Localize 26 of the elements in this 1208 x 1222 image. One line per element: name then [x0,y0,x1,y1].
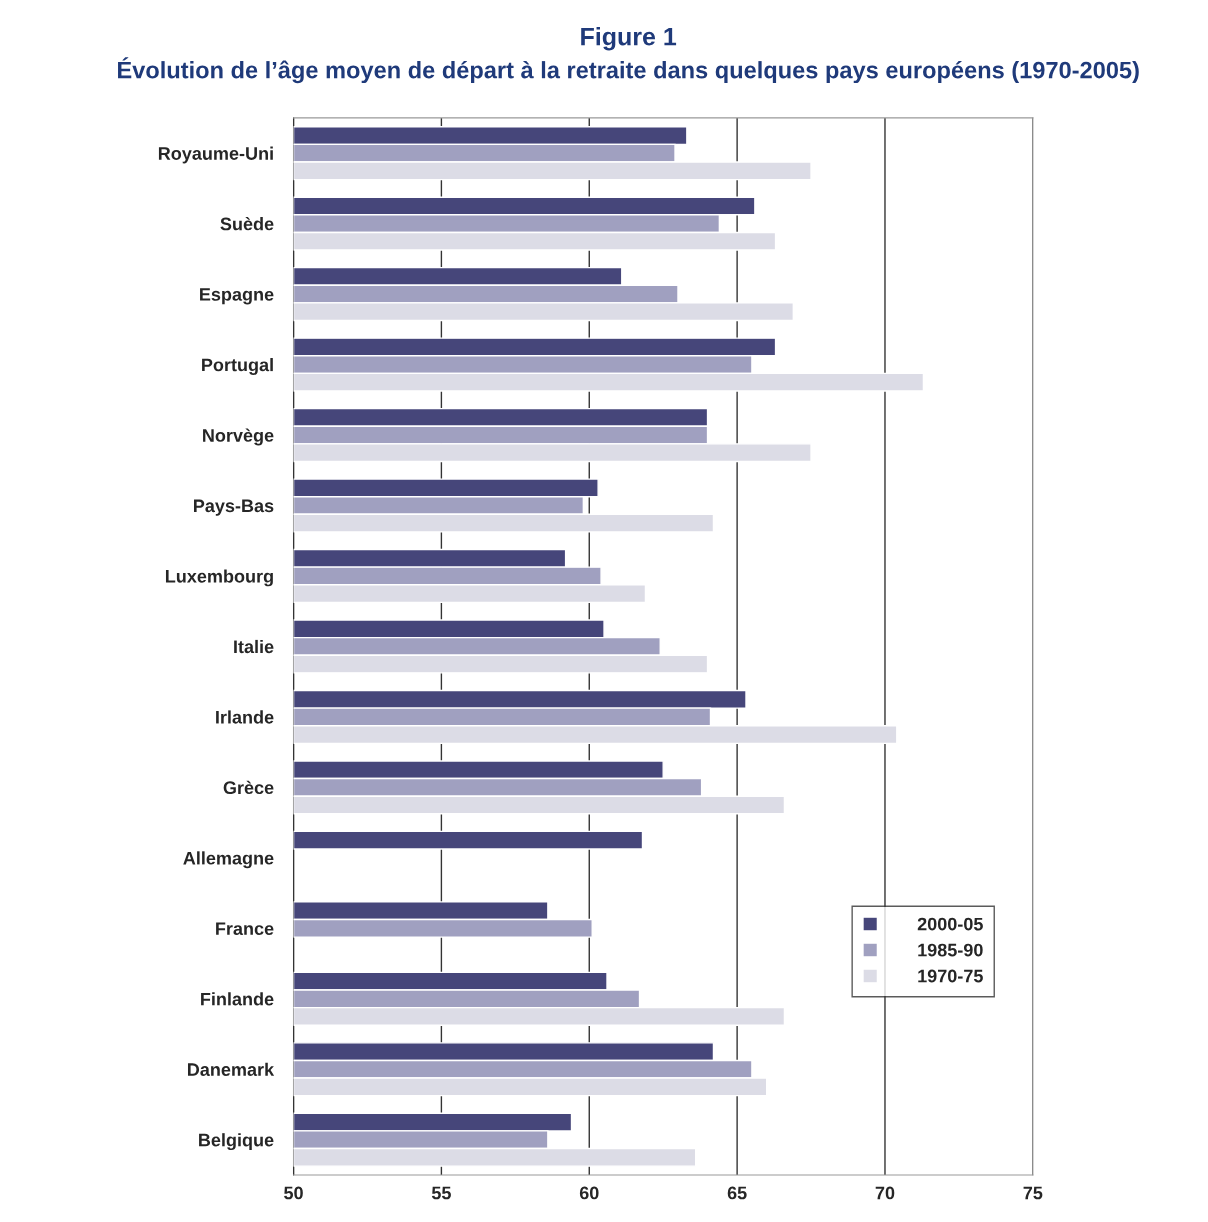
y-tick-label: Royaume-Uni [158,146,273,164]
x-tick-label: 50 [284,1186,303,1200]
chart-title: Figure 1 [581,27,677,51]
x-tick-label: 75 [1023,1186,1043,1200]
legend-label: 1985-90 [918,943,983,957]
y-tick-label: Norvège [203,428,274,446]
chart-subtitle: Évolution de l’âge moyen de départ à la retraite dans quelques pays européens (1970-2005) [118,57,1139,84]
legend-label: 2000-05 [917,917,983,931]
y-tick-label: Pays-Bas [194,499,274,516]
y-tick-label: Portugal [202,358,273,375]
y-tick-label: Grèce [223,780,274,795]
x-tick-label: 65 [727,1186,747,1200]
y-tick-label: Irlande [216,710,274,724]
y-tick-label: Finlande [201,992,274,1006]
x-tick-label: 70 [875,1186,895,1200]
y-tick-label: Allemagne [183,851,274,869]
legend-label: 1970-75 [918,969,983,983]
x-tick-label: 55 [431,1186,451,1200]
y-tick-label: Italie [234,639,274,654]
y-tick-label: Danemark [187,1062,275,1076]
y-tick-label: Luxembourg [165,569,273,587]
y-tick-label: Espagne [200,288,274,305]
y-tick-label: Suède [220,216,274,231]
y-tick-label: Belgique [199,1133,274,1151]
x-tick-label: 60 [579,1186,599,1200]
y-tick-label: France [216,922,274,936]
